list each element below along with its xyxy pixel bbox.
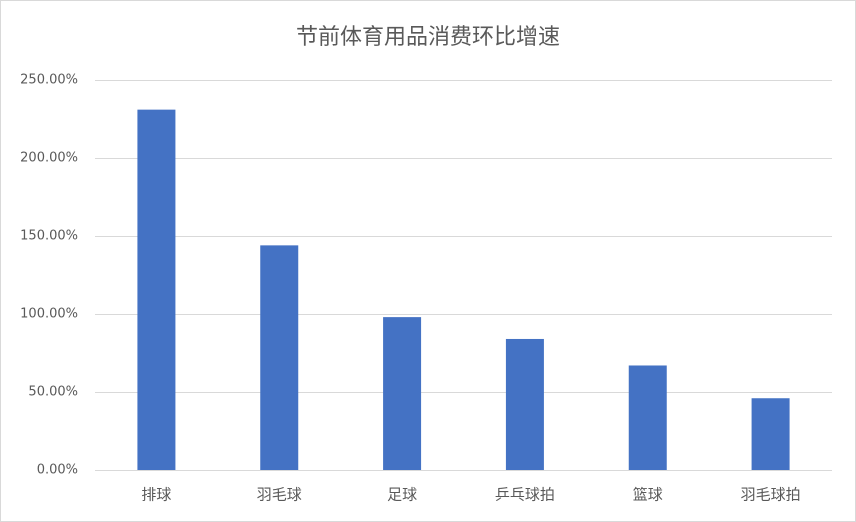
chart-title: 节前体育用品消费环比增速 bbox=[296, 25, 560, 50]
bar bbox=[383, 317, 422, 470]
x-tick-label: 排球 bbox=[141, 486, 171, 504]
y-tick-label: 250.00% bbox=[20, 73, 78, 88]
bar bbox=[505, 338, 544, 470]
x-tick-label: 羽毛球拍 bbox=[741, 486, 801, 504]
x-tick-label: 足球 bbox=[387, 486, 417, 504]
bar bbox=[137, 109, 176, 470]
bar bbox=[628, 365, 667, 470]
y-tick-label: 0.00% bbox=[37, 463, 78, 478]
y-tick-label: 100.00% bbox=[20, 307, 78, 322]
bar bbox=[260, 245, 299, 470]
x-tick-label: 羽毛球 bbox=[257, 486, 302, 504]
y-tick-label: 200.00% bbox=[20, 151, 78, 166]
y-tick-label: 50.00% bbox=[28, 385, 78, 400]
y-tick-label: 150.00% bbox=[20, 229, 78, 244]
bar bbox=[751, 398, 790, 470]
x-tick-label: 篮球 bbox=[633, 486, 663, 504]
x-tick-label: 乒乓球拍 bbox=[495, 486, 555, 504]
